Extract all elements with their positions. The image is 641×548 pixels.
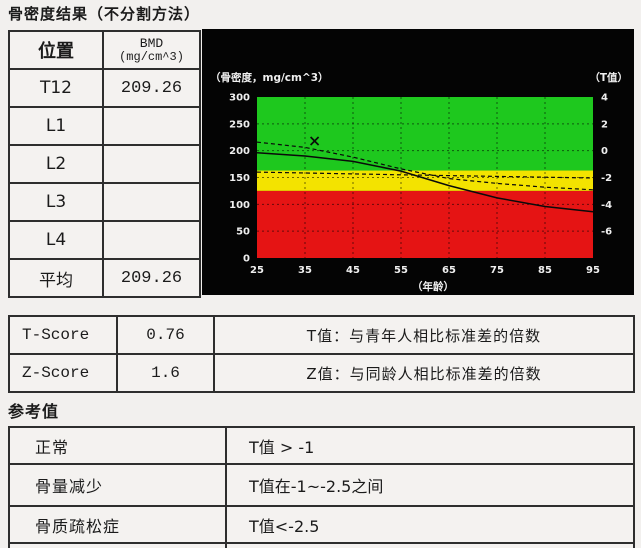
bmd-row-l1: L1 <box>8 106 201 146</box>
z-score-value: 1.6 <box>116 353 215 393</box>
bmd-row-l4: L4 <box>8 220 201 260</box>
score-table: T-Score 0.76 T值：与青年人相比标准差的倍数 Z-Score 1.6… <box>8 315 635 393</box>
y-axis-left-tick: 0 <box>243 254 250 265</box>
bmd-value-cell: 209.26 <box>102 68 201 108</box>
reference-category-cell: 骨量减少 <box>8 463 227 507</box>
x-axis-tick: 65 <box>442 265 456 276</box>
reference-row-clipped <box>8 542 635 548</box>
bmd-header-line1: BMD <box>139 35 164 51</box>
bmd-header-row: 位置 BMD (mg/cm^3) <box>8 30 201 70</box>
bmd-position-cell: T12 <box>8 68 104 108</box>
bmd-header-line2: (mg/cm^3) <box>119 49 184 64</box>
x-axis-tick: 35 <box>298 265 312 276</box>
y-axis-right-tick: -6 <box>601 227 612 238</box>
bmd-value-cell <box>102 220 201 260</box>
y-axis-left-tick: 300 <box>229 93 250 104</box>
reference-criteria-cell <box>225 542 635 548</box>
bmd-value-cell <box>102 182 201 222</box>
z-score-label: Z-Score <box>8 353 118 393</box>
y-axis-right-tick: -2 <box>601 173 612 184</box>
bmd-row-l3: L3 <box>8 182 201 222</box>
reference-criteria-cell: T值<-2.5 <box>225 505 635 544</box>
x-axis-tick: 55 <box>394 265 408 276</box>
y-axis-left-tick: 150 <box>229 173 250 184</box>
bmd-position-cell: L1 <box>8 106 104 146</box>
bmd-value-header: BMD (mg/cm^3) <box>102 30 201 70</box>
reference-criteria-cell: T值 > -1 <box>225 426 635 465</box>
y-axis-right-title: （T值） <box>589 71 628 84</box>
z-score-row: Z-Score 1.6 Z值：与同龄人相比标准差的倍数 <box>8 353 635 393</box>
y-axis-left-title: （骨密度，mg/cm^3） <box>210 71 329 84</box>
reference-criteria-cell: T值在-1~-2.5之间 <box>225 463 635 507</box>
reference-values-heading: 参考值 <box>8 402 60 421</box>
bmd-value-cell: 209.26 <box>102 258 201 298</box>
bmd-value-cell <box>102 106 201 146</box>
x-axis-title: （年龄） <box>412 280 454 293</box>
reference-mean-solid <box>256 152 594 213</box>
y-axis-right-tick: 2 <box>601 119 608 130</box>
t-score-label: T-Score <box>8 315 118 355</box>
bmd-row-t12: T12 209.26 <box>8 68 201 108</box>
zone-osteoporosis <box>257 190 593 258</box>
zone-normal <box>257 97 593 171</box>
x-axis-tick: 95 <box>586 265 600 276</box>
bmd-age-chart: 0 50 100 150 200 250 300 4 2 0 -2 -4 -6 25 35 45 55 65 75 8… <box>202 29 634 295</box>
bmd-position-cell: L3 <box>8 182 104 222</box>
x-axis-tick: 75 <box>490 265 504 276</box>
bmd-position-header: 位置 <box>8 30 104 70</box>
y-axis-left-tick: 200 <box>229 146 250 157</box>
y-axis-left-tick: 100 <box>229 200 250 211</box>
x-axis-tick: 25 <box>250 265 264 276</box>
y-axis-left-tick: 50 <box>236 227 250 238</box>
patient-marker <box>309 136 320 146</box>
reference-upper-dashed <box>256 141 594 191</box>
reference-row-osteopenia: 骨量减少 T值在-1~-2.5之间 <box>8 463 635 507</box>
bmd-value-cell <box>102 144 201 184</box>
reference-row-osteoporosis: 骨质疏松症 T值<-2.5 <box>8 505 635 544</box>
y-axis-left-tick: 250 <box>229 119 250 130</box>
bmd-row-average: 平均 209.26 <box>8 258 201 298</box>
y-axis-right-tick: -4 <box>601 200 612 211</box>
reference-row-normal: 正常 T值 > -1 <box>8 426 635 465</box>
zone-osteopenia <box>257 170 593 191</box>
y-axis-right-tick: 4 <box>601 93 608 104</box>
z-score-description: Z值：与同龄人相比标准差的倍数 <box>213 353 635 393</box>
bmd-position-cell: L2 <box>8 144 104 184</box>
page-title: 骨密度结果（不分割方法） <box>8 5 201 23</box>
bmd-table: 位置 BMD (mg/cm^3) T12 209.26 L1 L2 L3 L4 <box>8 30 201 298</box>
reference-category-cell: 正常 <box>8 426 227 465</box>
t-score-row: T-Score 0.76 T值：与青年人相比标准差的倍数 <box>8 315 635 355</box>
reference-table: 正常 T值 > -1 骨量减少 T值在-1~-2.5之间 骨质疏松症 T值<-2… <box>8 426 635 548</box>
bmd-position-cell: 平均 <box>8 258 104 298</box>
y-axis-right-tick: 0 <box>601 146 608 157</box>
x-axis-tick: 45 <box>346 265 360 276</box>
reference-category-cell: 骨质疏松症 <box>8 505 227 544</box>
bmd-unit-header: BMD (mg/cm^3) <box>105 35 198 64</box>
x-axis-tick: 85 <box>538 265 552 276</box>
bmd-position-cell: L4 <box>8 220 104 260</box>
t-score-description: T值：与青年人相比标准差的倍数 <box>213 315 635 355</box>
bmd-row-l2: L2 <box>8 144 201 184</box>
reference-category-cell <box>8 542 227 548</box>
t-score-value: 0.76 <box>116 315 215 355</box>
